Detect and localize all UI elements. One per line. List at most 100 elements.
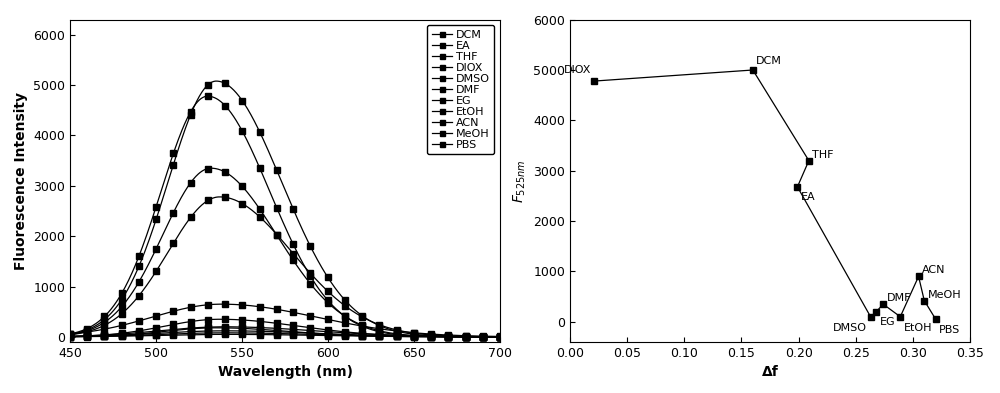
- EtOH: [64, 334, 76, 339]
- MeOH: [321, 332, 333, 337]
- DMSO: [417, 334, 429, 339]
- DIOX: [494, 334, 506, 339]
- MeOH: [272, 331, 284, 336]
- DIOX: [485, 334, 497, 339]
- DMF: [298, 325, 310, 329]
- Text: EA: EA: [801, 192, 815, 202]
- DMSO: [269, 328, 281, 333]
- DMF: [214, 317, 226, 321]
- PBS: [321, 333, 333, 338]
- Line: DMF: DMF: [67, 316, 503, 340]
- DMF: [269, 321, 281, 325]
- DCM: [417, 333, 429, 338]
- Text: DMSO: DMSO: [833, 323, 867, 333]
- Line: DMSO: DMSO: [67, 325, 503, 340]
- THF: [298, 272, 310, 277]
- Line: PBS: PBS: [67, 332, 503, 340]
- EG: [485, 334, 497, 339]
- THF: [485, 334, 497, 339]
- EA: [298, 263, 310, 268]
- PBS: [494, 334, 506, 339]
- EtOH: [272, 329, 284, 334]
- EG: [269, 326, 281, 331]
- ACN: [417, 331, 429, 336]
- DIOX: [202, 94, 214, 99]
- DCM: [269, 164, 281, 169]
- EtOH: [417, 334, 429, 339]
- DCM: [494, 334, 506, 339]
- DCM: [210, 79, 222, 83]
- ACN: [216, 302, 228, 307]
- MeOH: [298, 332, 310, 336]
- Text: DMF: DMF: [887, 293, 911, 303]
- Line: DIOX: DIOX: [67, 94, 503, 340]
- MeOH: [219, 331, 231, 335]
- Text: DCM: DCM: [756, 56, 782, 66]
- EA: [64, 332, 76, 337]
- Line: MeOH: MeOH: [67, 330, 503, 340]
- DMSO: [210, 325, 222, 330]
- DMSO: [321, 332, 333, 336]
- DMF: [417, 334, 429, 339]
- Line: ACN: ACN: [67, 301, 503, 339]
- PBS: [485, 334, 497, 339]
- THF: [417, 334, 429, 338]
- EtOH: [269, 329, 281, 334]
- EtOH: [298, 331, 310, 335]
- Text: ACN: ACN: [922, 265, 946, 275]
- DIOX: [321, 297, 333, 301]
- DIOX: [272, 208, 284, 212]
- X-axis label: Wavelength (nm): Wavelength (nm): [218, 365, 352, 379]
- DMSO: [64, 334, 76, 339]
- ACN: [298, 312, 310, 317]
- Y-axis label: $F_{525nm}$: $F_{525nm}$: [511, 159, 528, 202]
- EG: [417, 334, 429, 338]
- THF: [269, 230, 281, 235]
- MeOH: [485, 334, 497, 339]
- PBS: [298, 333, 310, 338]
- EG: [272, 326, 284, 331]
- ACN: [64, 332, 76, 336]
- X-axis label: Δf: Δf: [762, 365, 778, 379]
- EA: [485, 334, 497, 339]
- THF: [64, 332, 76, 337]
- EtOH: [321, 331, 333, 336]
- Line: THF: THF: [67, 165, 503, 340]
- DIOX: [417, 334, 429, 339]
- EtOH: [494, 334, 506, 339]
- PBS: [219, 332, 231, 337]
- DCM: [321, 274, 333, 278]
- DMF: [321, 327, 333, 332]
- DCM: [272, 170, 284, 175]
- Text: EtOH: EtOH: [904, 323, 932, 333]
- EG: [219, 325, 231, 329]
- THF: [205, 166, 217, 171]
- Legend: DCM, EA, THF, DIOX, DMSO, DMF, EG, EtOH, ACN, MeOH, PBS: DCM, EA, THF, DIOX, DMSO, DMF, EG, EtOH,…: [427, 25, 494, 154]
- DIOX: [64, 332, 76, 336]
- MeOH: [494, 334, 506, 339]
- DMF: [494, 334, 506, 339]
- MeOH: [269, 331, 281, 336]
- PBS: [269, 332, 281, 337]
- DIOX: [298, 262, 310, 267]
- ACN: [272, 307, 284, 312]
- EA: [269, 230, 281, 235]
- Text: PBS: PBS: [939, 325, 960, 335]
- EtOH: [485, 334, 497, 339]
- DMSO: [485, 334, 497, 339]
- ACN: [485, 334, 497, 339]
- ACN: [494, 334, 506, 339]
- Line: EtOH: EtOH: [67, 328, 503, 340]
- EA: [321, 288, 333, 293]
- MeOH: [64, 334, 76, 339]
- EA: [417, 332, 429, 336]
- THF: [321, 299, 333, 304]
- DMSO: [272, 328, 284, 333]
- EG: [494, 334, 506, 339]
- Text: EG: EG: [880, 317, 895, 327]
- DMSO: [298, 330, 310, 335]
- Line: EG: EG: [67, 324, 503, 340]
- EA: [272, 233, 284, 238]
- Text: DIOX: DIOX: [564, 65, 592, 75]
- PBS: [417, 334, 429, 339]
